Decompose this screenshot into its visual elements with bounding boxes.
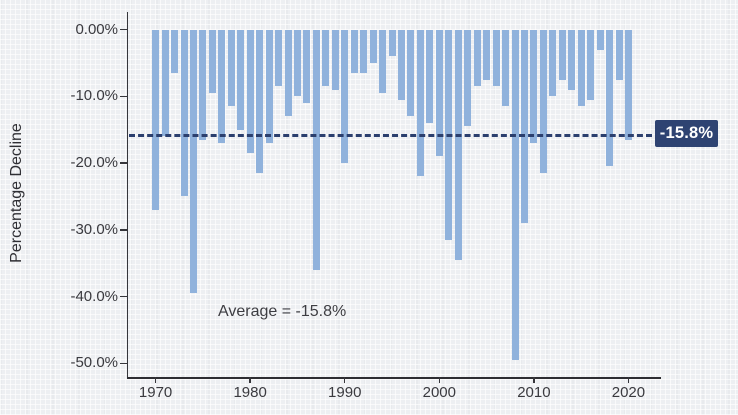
bar-2004 [473,29,481,87]
y-tick-label: -40.0% [70,287,118,305]
x-tick-label: 2000 [422,384,456,401]
average-value-badge: -15.8% [655,120,718,147]
bar-2020 [625,29,632,140]
x-tick-mark [533,377,535,383]
bar-1985 [294,29,301,97]
bar-1973 [180,29,188,197]
y-tick-mark [120,162,127,164]
y-axis-line [126,12,128,377]
y-tick-mark [120,95,127,98]
bar-2019 [615,29,623,80]
bar-2009 [520,29,528,224]
bar-1995 [388,29,396,57]
x-tick-label: 1970 [138,384,173,401]
bar-2006 [492,29,500,87]
bar-1986 [303,29,311,104]
bar-1994 [379,29,387,94]
bar-1996 [398,29,405,100]
bar-2000 [435,29,443,157]
bar-1998 [416,29,424,177]
y-tick-label: -20.0% [70,154,118,172]
y-axis-title: Percentage Decline [8,123,25,263]
x-tick-label: 1980 [233,384,267,401]
bar-1978 [227,29,235,107]
bar-1987 [312,29,320,270]
bar-2008 [511,29,519,360]
bar-2011 [539,29,547,174]
bar-2007 [502,29,509,107]
bar-1993 [369,29,377,64]
y-tick-mark [120,28,127,31]
y-tick-mark [120,229,127,231]
bar-1989 [331,29,339,90]
x-tick-mark [343,377,346,383]
bar-1988 [322,29,330,87]
bar-1984 [284,29,292,117]
bar-2013 [558,29,566,80]
y-tick-label: -30.0% [70,220,118,238]
bar-2005 [483,29,491,80]
bar-1971 [161,29,169,137]
bar-2010 [530,29,538,144]
bar-1980 [246,29,254,154]
bar-1982 [265,29,273,144]
y-tick-mark [120,295,127,298]
bar-1972 [171,29,178,74]
bar-2003 [464,29,472,127]
x-axis-line [126,376,661,379]
x-tick-mark [438,377,441,383]
bar-2018 [606,29,613,167]
y-tick-label: -50.0% [70,354,118,372]
x-tick-label: 2010 [517,384,551,401]
bar-1990 [341,29,349,164]
x-tick-mark [154,377,157,383]
average-line [129,133,652,137]
bar-2015 [577,29,585,107]
bar-1979 [237,29,245,130]
bar-2014 [568,29,576,90]
y-tick-label: 0.00% [75,20,118,38]
bar-1976 [208,29,216,94]
bar-1983 [275,29,282,87]
x-tick-mark [627,377,630,383]
bar-1970 [152,29,160,210]
bar-1981 [256,29,264,174]
bar-1997 [407,29,415,117]
x-tick-label: 2020 [611,384,646,401]
bar-2016 [587,29,595,100]
bar-2012 [549,29,557,97]
bar-1974 [189,29,197,294]
bar-2017 [596,29,604,50]
average-annotation: Average = -15.8% [218,303,347,320]
y-tick-label: -10.0% [70,87,118,105]
bar-1991 [350,29,358,74]
y-tick-mark [120,362,127,365]
bar-1992 [360,29,368,74]
bar-1975 [199,29,207,140]
x-tick-label: 1990 [328,384,362,401]
bar-2002 [454,29,462,260]
x-tick-mark [249,377,251,383]
bar-1977 [218,29,226,144]
bar-1999 [426,29,434,124]
